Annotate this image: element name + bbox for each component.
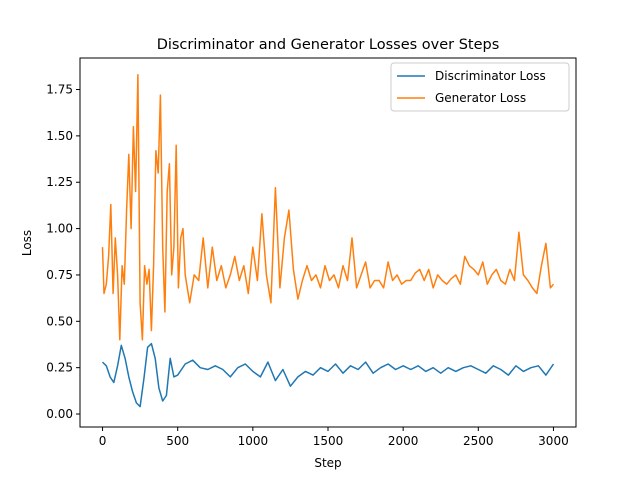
y-axis-label: Loss (20, 230, 34, 256)
discriminator-loss-line (101, 342, 555, 408)
chart-title: Discriminator and Generator Losses over … (157, 37, 500, 53)
y-tick-label: 1.25 (46, 175, 73, 189)
x-axis-label: Step (314, 456, 341, 470)
legend-label-generator: Generator Loss (435, 91, 526, 105)
y-tick-label: 1.75 (46, 83, 73, 97)
y-axis-ticks: 0.00 0.25 0.50 0.75 1.00 1.25 1.50 1.75 (46, 83, 80, 421)
y-tick-label: 1.00 (46, 222, 73, 236)
x-tick-label: 0 (99, 434, 107, 448)
y-tick-label: 0.50 (46, 314, 73, 328)
x-tick-label: 2500 (463, 434, 494, 448)
legend: Discriminator Loss Generator Loss (390, 62, 570, 112)
x-tick-label: 2000 (388, 434, 419, 448)
y-tick-label: 1.50 (46, 129, 73, 143)
y-tick-label: 0.75 (46, 268, 73, 282)
plot-area (79, 57, 577, 428)
x-axis-ticks: 0 500 1000 1500 2000 2500 3000 (99, 427, 569, 448)
series-layer (101, 73, 555, 408)
x-tick-label: 1000 (238, 434, 269, 448)
legend-label-discriminator: Discriminator Loss (435, 69, 546, 83)
x-tick-label: 500 (166, 434, 189, 448)
x-tick-label: 1500 (313, 434, 344, 448)
y-tick-label: 0.25 (46, 361, 73, 375)
x-tick-label: 3000 (538, 434, 569, 448)
legend-box (390, 62, 570, 112)
legend-entries: Discriminator Loss Generator Loss (397, 69, 546, 105)
generator-loss-line (101, 73, 555, 341)
y-tick-label: 0.00 (46, 407, 73, 421)
